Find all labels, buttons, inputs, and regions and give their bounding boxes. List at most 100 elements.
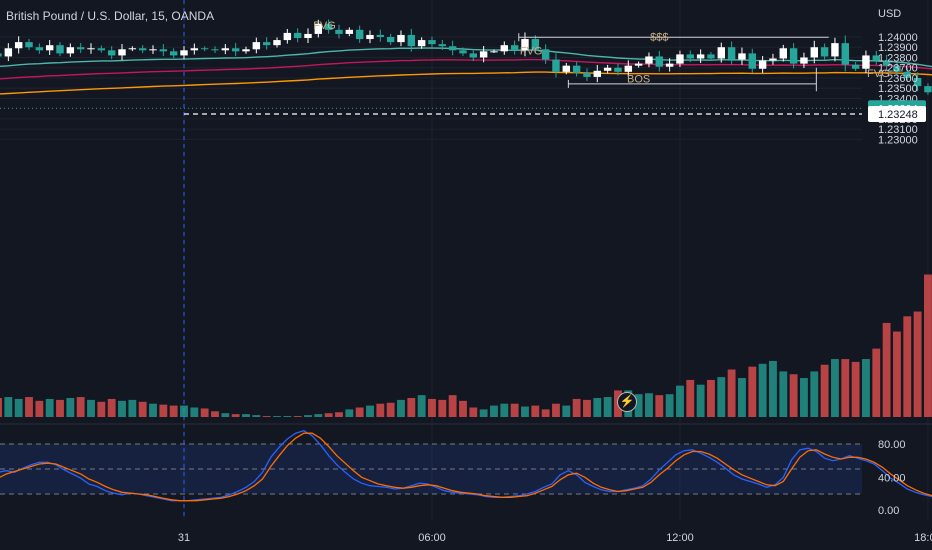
symbol-title[interactable]: British Pound / U.S. Dollar, 15, OANDA <box>6 9 215 23</box>
candle-body <box>407 34 416 47</box>
time-tick-label: 31 <box>178 532 190 544</box>
volume-bar <box>169 405 178 417</box>
volume-bar <box>655 395 664 417</box>
volume-bar <box>138 401 147 417</box>
candle-body <box>283 32 292 41</box>
volume-bar <box>304 415 312 417</box>
volume-bar <box>107 398 116 417</box>
volume-bar <box>149 403 157 417</box>
candle-body <box>314 23 323 34</box>
volume-bar <box>583 399 591 417</box>
volume-bar <box>231 414 240 417</box>
candle-body <box>417 40 426 47</box>
candle-body <box>448 46 457 51</box>
time-tick-label: 18:00 <box>914 532 932 544</box>
volume-bar <box>180 405 188 417</box>
candle-body <box>355 29 364 40</box>
candle-body <box>273 40 281 46</box>
candle-body <box>707 54 715 59</box>
lightning-icon[interactable]: ⚡ <box>617 392 637 412</box>
candle-body <box>304 33 312 39</box>
candle-body <box>386 37 395 43</box>
volume-bar <box>345 409 354 417</box>
volume-bar <box>448 395 457 417</box>
gridlines <box>0 0 932 520</box>
candle-body <box>500 45 509 52</box>
candle-body <box>593 70 602 77</box>
volume-bar <box>97 401 106 417</box>
volume-bar <box>521 406 529 417</box>
currency-label[interactable]: USD <box>878 8 902 20</box>
candle-body <box>490 51 498 53</box>
candle-body <box>107 50 116 56</box>
candle-body <box>0 53 2 57</box>
volume-bar <box>717 377 726 417</box>
volume-bar <box>913 311 922 417</box>
candle-body <box>521 39 529 51</box>
volume-bar <box>490 405 498 417</box>
candle-body <box>562 65 571 72</box>
stoch-tick-label: 0.00 <box>878 505 899 517</box>
candle-body <box>97 48 106 51</box>
volume-bar <box>386 402 395 417</box>
volume-bar <box>4 397 13 417</box>
volume-bar <box>841 359 850 417</box>
volume-bar <box>479 409 488 417</box>
volume-bar <box>407 398 416 417</box>
volume-bar <box>727 369 736 417</box>
candle-body <box>4 48 13 57</box>
candle-body <box>614 67 622 72</box>
time-tick-label: 12:00 <box>666 532 694 544</box>
volume-bar <box>924 274 932 417</box>
annotation-fvg-label: FVG <box>313 20 336 32</box>
axes: 1.240001.239001.238001.237001.236001.235… <box>178 32 932 544</box>
candle-body <box>758 60 767 69</box>
candle-body <box>810 47 819 58</box>
volume-bar <box>469 407 478 417</box>
candle-body <box>634 63 643 66</box>
volume-bar <box>738 378 746 417</box>
candle-body <box>242 49 250 52</box>
price-tick-label: 1.23500 <box>878 83 918 95</box>
volume-bar <box>397 399 405 417</box>
volume-bar <box>769 360 777 417</box>
price-tick-label: 1.23600 <box>878 73 918 85</box>
candle-body <box>655 56 664 67</box>
candle-body <box>800 57 808 64</box>
volume-bar <box>459 400 467 417</box>
volume-bar <box>500 403 509 417</box>
candle-body <box>862 55 870 69</box>
candle-body <box>541 49 550 60</box>
ema-orange-line <box>0 71 932 95</box>
time-tick-label: 06:00 <box>418 532 446 544</box>
volume-bar <box>645 393 653 417</box>
price-tick-label: 1.23700 <box>878 63 918 75</box>
candle-body <box>376 34 385 37</box>
volume-bar <box>820 364 829 417</box>
candle-body <box>66 47 75 54</box>
candle-body <box>789 48 798 64</box>
volume-bar <box>758 363 767 417</box>
stoch-tick-label: 40.00 <box>878 472 906 484</box>
volume-bar <box>562 405 571 417</box>
volume-bar <box>200 408 209 417</box>
price-tick-label: 1.23100 <box>878 124 918 136</box>
volume-bar <box>634 394 643 417</box>
volume-bar <box>366 405 374 417</box>
annotation-fvg-label: FVG <box>520 45 543 57</box>
volume-bar <box>242 414 250 417</box>
volume-bar <box>893 331 901 417</box>
candle-body <box>459 50 467 54</box>
volume-bar <box>128 399 137 417</box>
volume-bar <box>665 394 674 417</box>
annotation-fvg-label: FVG <box>867 68 890 80</box>
candle-body <box>893 65 901 72</box>
volume-bar <box>324 413 333 417</box>
candle-body <box>169 51 178 56</box>
candle-body <box>645 56 653 64</box>
price-tick-label: 1.24000 <box>878 32 918 44</box>
stochastic-pane <box>0 429 932 502</box>
candle-body <box>335 29 343 34</box>
